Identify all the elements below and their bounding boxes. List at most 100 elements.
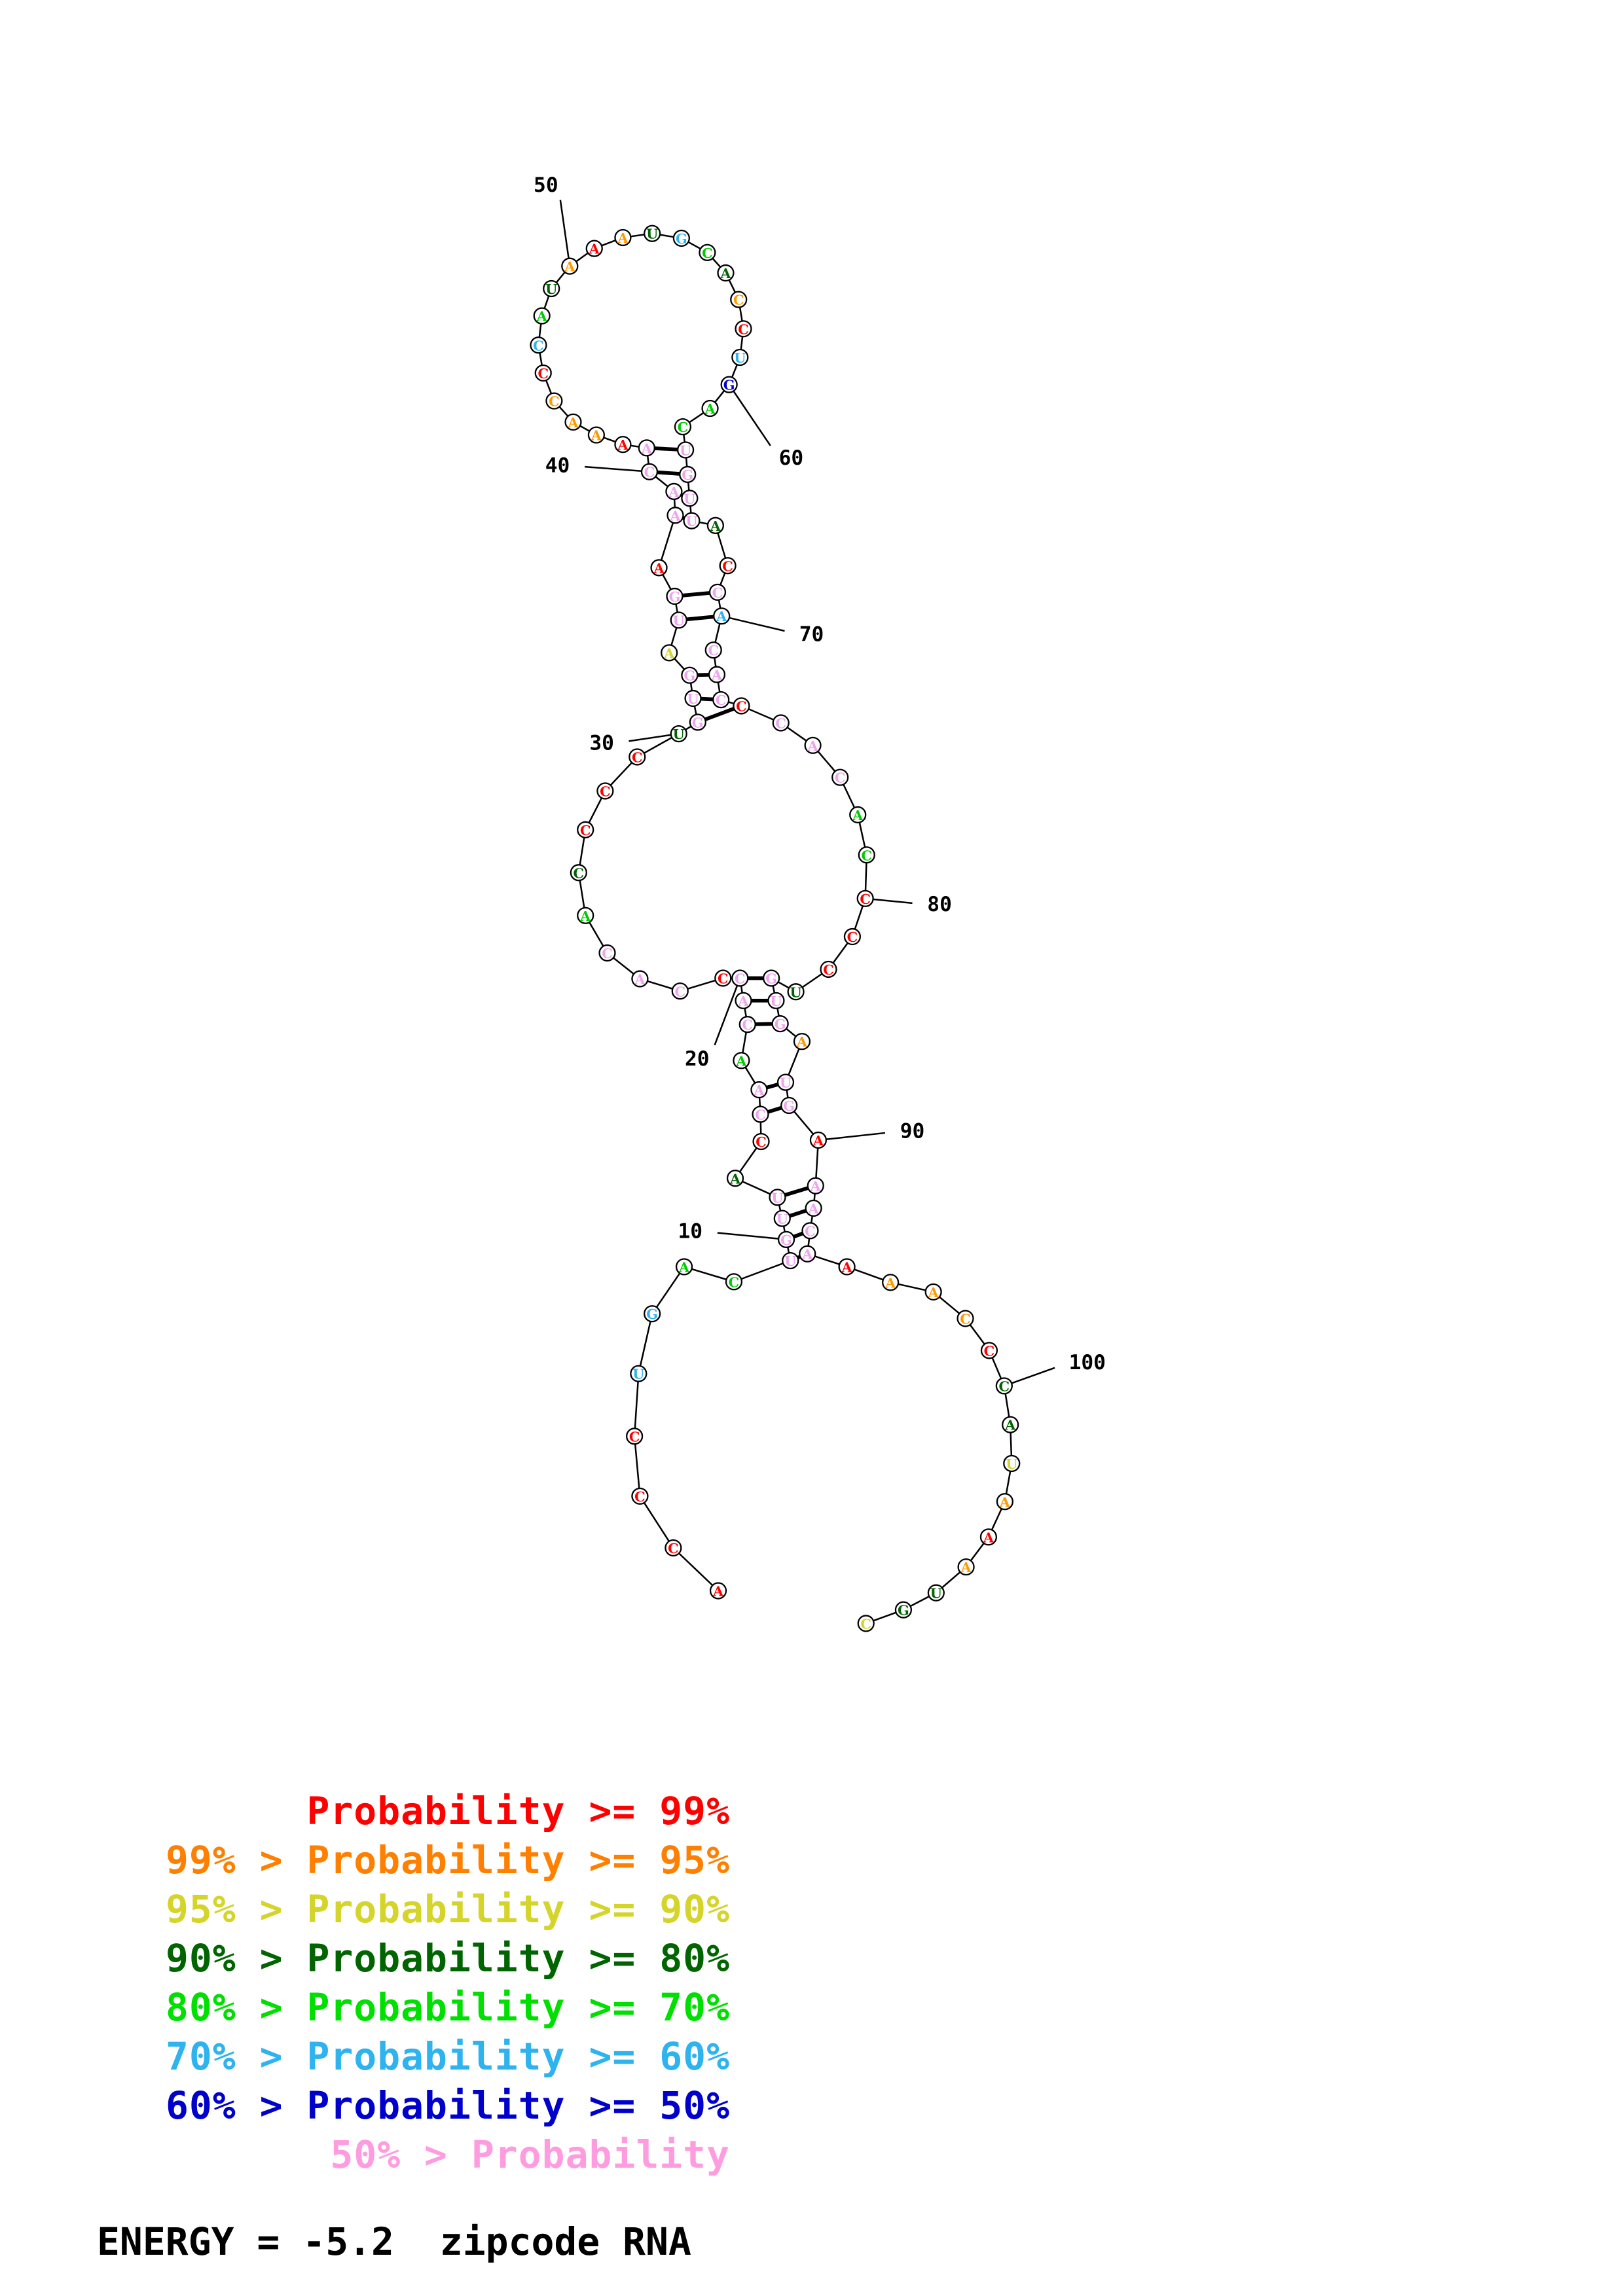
nucleotide-94[interactable]: A <box>799 1245 816 1263</box>
nucleotide-100[interactable]: C <box>995 1377 1013 1395</box>
nucleotide-14[interactable]: C <box>752 1132 770 1151</box>
nucleotide-41[interactable]: A <box>638 439 655 457</box>
nucleotide-22[interactable]: C <box>671 982 689 1000</box>
nucleotide-97[interactable]: A <box>924 1283 942 1301</box>
nucleotide-5[interactable]: U <box>630 1365 647 1382</box>
nucleotide-66[interactable]: U <box>683 512 701 529</box>
nucleotide-43[interactable]: A <box>587 426 605 444</box>
nucleotide-35[interactable]: U <box>670 611 687 629</box>
nucleotide-47[interactable]: C <box>530 336 547 354</box>
nucleotide-30[interactable]: U <box>670 725 687 743</box>
nucleotide-12[interactable]: U <box>769 1189 786 1206</box>
nucleotide-98[interactable]: C <box>957 1310 974 1327</box>
nucleotide-6[interactable]: G <box>644 1305 661 1323</box>
nucleotide-56[interactable]: A <box>717 264 735 282</box>
nucleotide-81[interactable]: C <box>843 927 862 946</box>
nucleotide-8[interactable]: C <box>725 1273 743 1291</box>
nucleotide-39[interactable]: A <box>665 482 683 500</box>
nucleotide-32[interactable]: U <box>684 689 702 708</box>
nucleotide-58[interactable]: C <box>735 320 752 338</box>
nucleotide-13[interactable]: A <box>726 1170 744 1187</box>
nucleotide-29[interactable]: C <box>629 748 646 766</box>
nucleotide-87[interactable]: A <box>793 1033 811 1050</box>
nucleotide-49[interactable]: U <box>543 279 560 298</box>
nucleotide-21[interactable]: C <box>714 969 732 987</box>
nucleotide-83[interactable]: U <box>787 983 805 1001</box>
nucleotide-16[interactable]: A <box>750 1081 768 1099</box>
nucleotide-73[interactable]: C <box>712 691 730 709</box>
nucleotide-62[interactable]: C <box>674 418 692 436</box>
nucleotide-51[interactable]: A <box>585 240 603 257</box>
nucleotide-11[interactable]: U <box>773 1210 791 1227</box>
nucleotide-54[interactable]: G <box>672 229 690 247</box>
nucleotide-23[interactable]: A <box>631 970 649 988</box>
nucleotide-88[interactable]: U <box>776 1073 795 1091</box>
nucleotide-106[interactable]: U <box>927 1584 945 1602</box>
nucleotide-10[interactable]: G <box>777 1230 795 1248</box>
nucleotide-46[interactable]: C <box>534 364 552 382</box>
nucleotide-77[interactable]: C <box>831 768 849 786</box>
nucleotide-93[interactable]: C <box>801 1222 819 1240</box>
nucleotide-57[interactable]: C <box>730 291 748 308</box>
nucleotide-33[interactable]: G <box>681 666 699 684</box>
nucleotide-52[interactable]: A <box>614 228 632 247</box>
nucleotide-85[interactable]: U <box>767 992 785 1009</box>
nucleotide-48[interactable]: A <box>533 307 551 325</box>
nucleotide-25[interactable]: A <box>577 906 594 924</box>
nucleotide-74[interactable]: C <box>733 697 750 715</box>
nucleotide-37[interactable]: A <box>650 559 668 577</box>
nucleotide-79[interactable]: C <box>858 846 875 864</box>
nucleotide-20[interactable]: C <box>731 969 749 987</box>
nucleotide-7[interactable]: A <box>675 1258 693 1276</box>
nucleotide-24[interactable]: C <box>598 944 616 962</box>
nucleotide-68[interactable]: C <box>719 557 737 575</box>
nucleotide-9[interactable]: U <box>782 1251 799 1270</box>
nucleotide-102[interactable]: U <box>1003 1454 1021 1473</box>
nucleotide-34[interactable]: A <box>661 644 678 662</box>
nucleotide-99[interactable]: C <box>980 1342 998 1359</box>
nucleotide-15[interactable]: C <box>752 1105 769 1123</box>
nucleotide-84[interactable]: G <box>763 969 780 987</box>
nucleotide-63[interactable]: U <box>676 441 695 459</box>
nucleotide-80[interactable]: C <box>856 889 874 907</box>
nucleotide-67[interactable]: A <box>706 516 724 534</box>
nucleotide-96[interactable]: A <box>882 1274 900 1291</box>
nucleotide-27[interactable]: C <box>577 821 594 838</box>
nucleotide-44[interactable]: A <box>564 413 582 431</box>
nucleotide-42[interactable]: A <box>614 436 632 454</box>
nucleotide-86[interactable]: G <box>771 1015 789 1033</box>
nucleotide-104[interactable]: A <box>979 1528 998 1546</box>
nucleotide-3[interactable]: C <box>631 1487 649 1505</box>
nucleotide-89[interactable]: G <box>780 1096 798 1115</box>
nucleotide-95[interactable]: A <box>838 1258 856 1276</box>
nucleotide-31[interactable]: G <box>689 713 706 731</box>
nucleotide-72[interactable]: A <box>708 666 726 683</box>
nucleotide-38[interactable]: A <box>666 507 684 524</box>
nucleotide-53[interactable]: U <box>644 224 661 242</box>
nucleotide-18[interactable]: C <box>739 1016 756 1033</box>
nucleotide-55[interactable]: C <box>699 243 716 261</box>
nucleotide-76[interactable]: A <box>804 736 822 754</box>
nucleotide-59[interactable]: U <box>731 348 749 367</box>
nucleotide-61[interactable]: A <box>701 399 719 418</box>
nucleotide-69[interactable]: C <box>708 583 727 601</box>
nucleotide-108[interactable]: C <box>857 1615 875 1632</box>
nucleotide-82[interactable]: C <box>820 960 837 978</box>
nucleotide-17[interactable]: A <box>733 1052 750 1069</box>
nucleotide-45[interactable]: C <box>545 392 563 410</box>
nucleotide-65[interactable]: U <box>681 490 699 507</box>
nucleotide-91[interactable]: A <box>807 1177 824 1194</box>
nucleotide-103[interactable]: A <box>996 1493 1013 1511</box>
nucleotide-90[interactable]: A <box>809 1131 828 1149</box>
nucleotide-2[interactable]: C <box>665 1539 682 1557</box>
nucleotide-28[interactable]: C <box>596 782 614 800</box>
nucleotide-70[interactable]: A <box>713 607 731 625</box>
nucleotide-40[interactable]: C <box>640 463 659 480</box>
nucleotide-36[interactable]: G <box>666 587 684 605</box>
nucleotide-105[interactable]: A <box>957 1558 975 1576</box>
nucleotide-75[interactable]: C <box>772 714 790 732</box>
nucleotide-4[interactable]: C <box>625 1427 644 1445</box>
nucleotide-60[interactable]: G <box>720 376 738 393</box>
nucleotide-92[interactable]: A <box>805 1199 822 1217</box>
nucleotide-101[interactable]: A <box>1002 1416 1019 1433</box>
